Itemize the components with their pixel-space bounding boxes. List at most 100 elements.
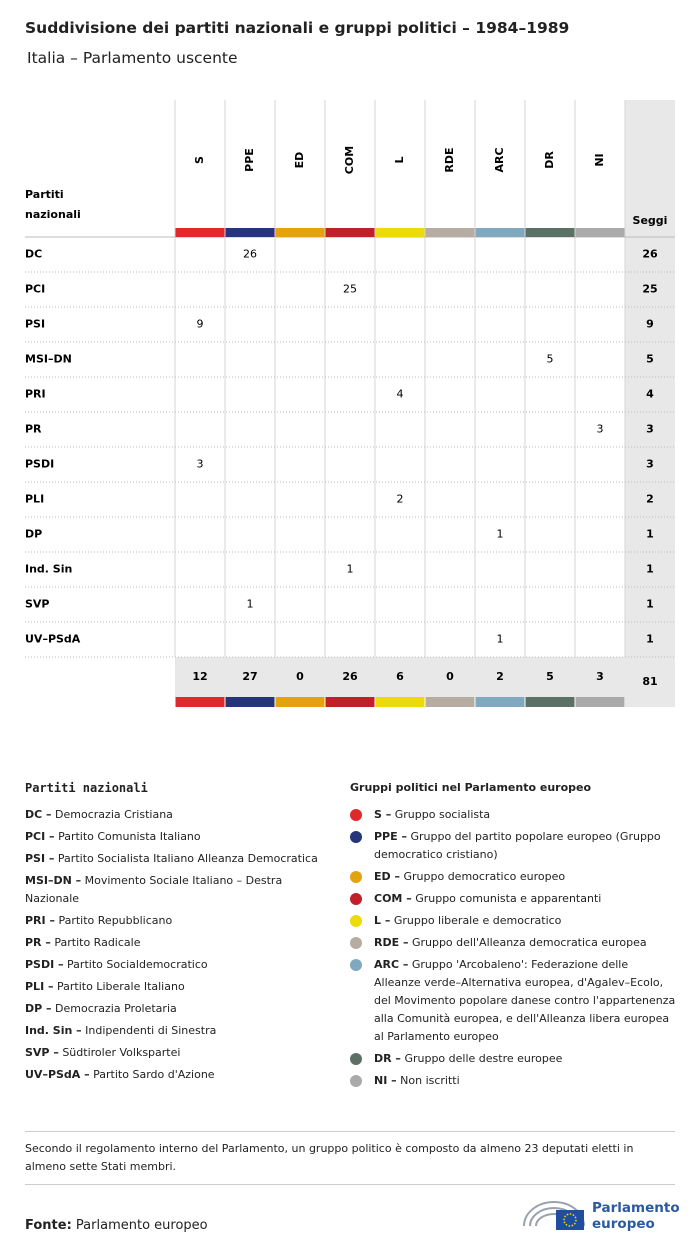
divider bbox=[25, 1184, 675, 1185]
legend-text: Gruppo 'Arcobaleno': Federazione delle A… bbox=[374, 958, 676, 1043]
legend-item: COM – Gruppo comunista e apparentanti bbox=[350, 890, 678, 908]
legend-parties: DC – Democrazia Cristiana PCI – Partito C… bbox=[25, 806, 320, 1088]
title: Suddivisione dei partiti nazionali e gru… bbox=[25, 19, 570, 37]
totals-row-bg bbox=[175, 657, 625, 697]
group-header: DR bbox=[543, 151, 556, 169]
note: Secondo il regolamento interno del Parla… bbox=[25, 1142, 634, 1173]
group-header: RDE bbox=[443, 147, 456, 172]
legend-abbr: PR – bbox=[25, 936, 51, 949]
column-total: 2 bbox=[496, 670, 504, 683]
corner-label: Partiti nazionali bbox=[25, 188, 81, 221]
legend-item: PSI – Partito Socialista Italiano Allean… bbox=[25, 850, 320, 868]
corner-line: Partiti bbox=[25, 188, 64, 201]
legend-abbr: L – bbox=[374, 914, 391, 927]
group-color-bar bbox=[575, 697, 625, 707]
group-header: COM bbox=[343, 146, 356, 174]
seat-table: Partiti nazionali SeggiS12PPE27ED0COM26L6R… bbox=[25, 100, 675, 707]
cell-value: 1 bbox=[347, 563, 354, 576]
legend-text: Gruppo delle destre europee bbox=[404, 1052, 563, 1065]
column-total: 6 bbox=[396, 670, 404, 683]
party-label: Ind. Sin bbox=[25, 563, 72, 576]
legend-text: Partito Radicale bbox=[54, 936, 141, 949]
group-color-bar bbox=[275, 697, 325, 707]
group-color-bar bbox=[475, 697, 525, 707]
cell-value: 1 bbox=[497, 633, 504, 646]
legend-dot bbox=[350, 937, 362, 949]
legend-abbr: PSDI – bbox=[25, 958, 64, 971]
legend-abbr: DC – bbox=[25, 808, 52, 821]
legend-text: Partito Comunista Italiano bbox=[58, 830, 201, 843]
cell-value: 3 bbox=[197, 458, 204, 471]
row-total: 3 bbox=[646, 458, 654, 471]
row-total: 1 bbox=[646, 598, 654, 611]
legend-text: Democrazia Cristiana bbox=[55, 808, 173, 821]
column-total: 26 bbox=[342, 670, 358, 683]
legend-dot bbox=[350, 1075, 362, 1087]
legend-item: SVP – Südtiroler Volkspartei bbox=[25, 1044, 320, 1062]
legend-abbr: S – bbox=[374, 808, 392, 821]
legend-text: Gruppo dell'Alleanza democratica europea bbox=[411, 936, 647, 949]
cell-value: 26 bbox=[243, 248, 257, 261]
legend-text: Partito Socialdemocratico bbox=[67, 958, 208, 971]
cell-value: 1 bbox=[497, 528, 504, 541]
legend-item: PLI – Partito Liberale Italiano bbox=[25, 978, 320, 996]
legend-item: L – Gruppo liberale e democratico bbox=[350, 912, 678, 930]
legend-text: Gruppo comunista e apparentanti bbox=[415, 892, 602, 905]
legend-abbr: NI – bbox=[374, 1074, 397, 1087]
group-header: PPE bbox=[243, 148, 256, 172]
group-color-bar bbox=[225, 228, 275, 237]
divider bbox=[25, 1131, 675, 1132]
group-color-bar bbox=[525, 697, 575, 707]
group-color-bar bbox=[225, 697, 275, 707]
legend-text: Indipendenti di Sinestra bbox=[85, 1024, 217, 1037]
party-label: UV–PSdA bbox=[25, 633, 81, 646]
legend-parties-title: Partiti nazionali bbox=[25, 781, 148, 795]
group-header: S bbox=[193, 156, 206, 164]
seats-header: Seggi bbox=[633, 214, 668, 227]
row-total: 26 bbox=[642, 248, 658, 261]
corner-line: nazionali bbox=[25, 208, 81, 221]
row-total: 5 bbox=[646, 353, 654, 366]
legend-item: DR – Gruppo delle destre europee bbox=[350, 1050, 678, 1068]
party-label: DC bbox=[25, 248, 42, 261]
legend-abbr: SVP – bbox=[25, 1046, 59, 1059]
logo-text: Parlamento europeo bbox=[592, 1200, 680, 1232]
group-header: ED bbox=[293, 152, 306, 169]
legend-groups-title: Gruppi politici nel Parlamento europeo bbox=[350, 781, 592, 794]
legend-text: Gruppo socialista bbox=[394, 808, 491, 821]
legend-text: Partito Sardo d'Azione bbox=[93, 1068, 215, 1081]
legend-dot bbox=[350, 915, 362, 927]
row-total: 25 bbox=[642, 283, 657, 296]
seats-column-bg bbox=[625, 100, 675, 707]
party-label: PLI bbox=[25, 493, 44, 506]
grand-total: 81 bbox=[642, 675, 657, 688]
group-color-bar bbox=[525, 228, 575, 237]
legend-dot bbox=[350, 809, 362, 821]
cell-value: 9 bbox=[197, 318, 204, 331]
party-label: PRI bbox=[25, 388, 46, 401]
legend-text: Movimento Sociale Italiano – Destra Nazi… bbox=[25, 874, 283, 905]
legend-text: Partito Socialista Italiano Alleanza Dem… bbox=[57, 852, 318, 865]
legend-groups: S – Gruppo socialista PPE – Gruppo del pa… bbox=[350, 806, 678, 1094]
legend-item: MSI–DN – Movimento Sociale Italiano – De… bbox=[25, 872, 320, 908]
row-total: 3 bbox=[646, 423, 654, 436]
legend-item: S – Gruppo socialista bbox=[350, 806, 678, 824]
group-color-bar bbox=[175, 228, 225, 237]
column-total: 27 bbox=[242, 670, 257, 683]
legend-abbr: PSI – bbox=[25, 852, 55, 865]
legend-abbr: PRI – bbox=[25, 914, 55, 927]
legend-text: Gruppo liberale e democratico bbox=[393, 914, 562, 927]
legend-dot bbox=[350, 831, 362, 843]
legend-abbr: DR – bbox=[374, 1052, 401, 1065]
legend-item: Ind. Sin – Indipendenti di Sinestra bbox=[25, 1022, 320, 1040]
row-total: 4 bbox=[646, 388, 654, 401]
legend-text: Non iscritti bbox=[400, 1074, 460, 1087]
column-total: 0 bbox=[296, 670, 304, 683]
legend-item: PCI – Partito Comunista Italiano bbox=[25, 828, 320, 846]
legend-dot bbox=[350, 893, 362, 905]
column-total: 12 bbox=[192, 670, 207, 683]
logo-mark bbox=[523, 1201, 585, 1230]
legend-dot bbox=[350, 959, 362, 971]
legend-abbr: DP – bbox=[25, 1002, 52, 1015]
